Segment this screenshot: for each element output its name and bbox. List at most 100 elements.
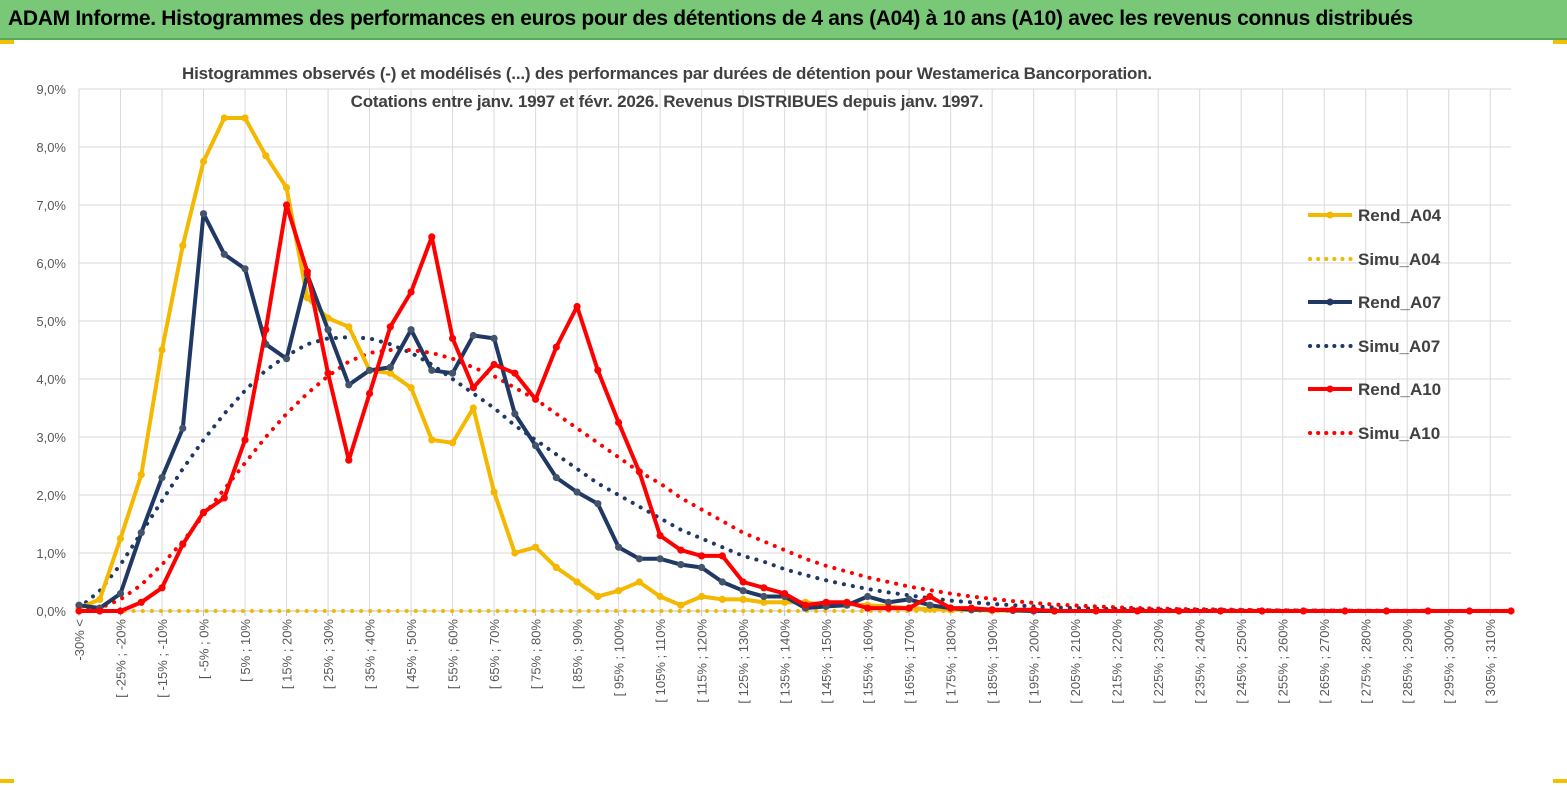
point-rend-a04	[594, 592, 602, 601]
point-rend-a10	[199, 508, 208, 516]
point-rend-a10	[656, 532, 664, 540]
point-rend-a04	[448, 439, 457, 447]
legend-item-simu-a07: Simu_A07	[1308, 333, 1508, 377]
point-rend-a10	[262, 326, 270, 334]
point-rend-a10	[96, 607, 104, 615]
legend-swatch-rend-a07	[1308, 298, 1352, 306]
point-rend-a10	[864, 604, 872, 612]
x-tick-label: [ -25% ; -20%	[114, 619, 129, 698]
legend-label-simu-a07: Simu_A07	[1358, 336, 1441, 356]
point-rend-a10	[677, 546, 685, 554]
point-rend-a10	[220, 494, 228, 502]
x-tick-label: [ 105% ; 110%	[653, 619, 668, 703]
point-rend-a10	[1133, 607, 1142, 615]
x-tick-label: [ 35% ; 40%	[363, 619, 378, 690]
x-tick-label: [ 185% ; 190%	[985, 619, 1000, 704]
legend-label-simu-a10: Simu_A10	[1358, 423, 1441, 443]
point-rend-a07	[511, 410, 519, 418]
x-tick-label: [ 175% ; 180%	[944, 619, 959, 704]
point-rend-a10	[967, 604, 976, 612]
point-rend-a10	[386, 323, 394, 331]
point-rend-a10	[905, 604, 913, 612]
x-tick-label: [ 5% ; 10%	[238, 619, 253, 682]
point-rend-a07	[469, 331, 477, 340]
point-rend-a07	[864, 592, 872, 601]
x-tick-label: [ 45% ; 50%	[404, 619, 419, 690]
point-rend-a07	[345, 381, 353, 389]
x-tick-label: [ 215% ; 220%	[1110, 619, 1125, 704]
point-rend-a10	[698, 552, 706, 560]
point-rend-a04	[781, 598, 789, 606]
x-tick-label: [ 65% ; 70%	[487, 619, 502, 690]
point-rend-a04	[137, 471, 145, 479]
series-rend-a10	[79, 203, 1511, 613]
y-tick-label: 9,0%	[36, 82, 66, 97]
y-tick-label: 1,0%	[36, 546, 66, 561]
corner-mark-bottom-right	[1553, 779, 1567, 783]
point-rend-a04	[199, 157, 208, 166]
point-rend-a10	[1050, 607, 1059, 615]
point-rend-a07	[594, 500, 602, 508]
point-rend-a07	[656, 555, 664, 563]
x-tick-label: [ 155% ; 160%	[861, 619, 876, 704]
x-tick-label: [ 305% ; 310%	[1483, 619, 1498, 704]
point-rend-a10	[303, 268, 311, 276]
corner-mark-bottom-left	[0, 779, 14, 783]
x-tick-label: [ 295% ; 300%	[1442, 619, 1457, 704]
point-rend-a07	[428, 366, 436, 374]
point-rend-a07	[241, 265, 249, 273]
point-rend-a07	[552, 474, 560, 482]
y-tick-label: 2,0%	[36, 488, 66, 503]
point-rend-a04	[96, 595, 104, 604]
x-tick-label: [ -5% ; 0%	[197, 619, 212, 679]
x-tick-label: [ 115% ; 120%	[695, 619, 710, 703]
point-rend-a04	[158, 346, 166, 354]
y-tick-label: 6,0%	[36, 256, 66, 271]
series-simu-a10	[77, 348, 1513, 613]
x-tick-label: [ 15% ; 20%	[280, 619, 295, 690]
legend-swatch-rend-a04	[1308, 211, 1352, 219]
x-tick-label: -30% <	[72, 619, 87, 661]
point-rend-a10	[345, 456, 353, 464]
point-rend-a10	[1341, 607, 1349, 615]
point-rend-a04	[262, 152, 270, 160]
point-rend-a07	[282, 355, 291, 363]
x-tick-label: [ 75% ; 80%	[529, 619, 544, 690]
point-rend-a10	[947, 604, 955, 612]
point-rend-a10	[116, 607, 125, 615]
point-rend-a10	[781, 590, 789, 598]
x-tick-label: [ 275% ; 280%	[1359, 619, 1374, 704]
x-tick-label: [ 125% ; 130%	[736, 619, 751, 704]
point-rend-a04	[345, 323, 353, 331]
axis-layer: 0,0% 1,0% 2,0% 3,0% 4,0% 5,0% 6,0% 7,0% 8,0% 9,0%…	[36, 82, 1511, 704]
point-rend-a07	[137, 529, 145, 537]
point-rend-a04	[531, 543, 540, 551]
x-tick-label: [ 225% ; 230%	[1151, 619, 1166, 704]
point-rend-a10	[282, 201, 291, 209]
point-rend-a10	[179, 540, 187, 548]
point-rend-a10	[1009, 606, 1017, 614]
point-rend-a04	[760, 598, 768, 606]
point-rend-a10	[573, 302, 581, 311]
point-rend-a07	[614, 543, 623, 551]
point-rend-a07	[926, 601, 934, 609]
point-rend-a07	[407, 326, 415, 334]
legend-label-simu-a04: Simu_A04	[1358, 249, 1441, 269]
point-rend-a10	[1030, 606, 1038, 614]
point-rend-a10	[594, 366, 602, 374]
point-rend-a07	[905, 595, 913, 604]
point-rend-a04	[407, 384, 415, 392]
x-tick-label: [ -15% ; -10%	[155, 619, 170, 698]
point-rend-a10	[1175, 607, 1183, 615]
point-rend-a07	[739, 587, 747, 595]
point-rend-a10	[490, 360, 498, 369]
point-rend-a07	[365, 366, 374, 374]
x-tick-label: [ 135% ; 140%	[778, 619, 793, 704]
legend-swatch-simu-a04	[1308, 256, 1354, 261]
y-tick-label: 3,0%	[36, 430, 66, 445]
point-rend-a10	[1216, 607, 1225, 615]
point-rend-a10	[469, 384, 477, 392]
point-rend-a10	[158, 584, 166, 592]
chart-title-line1: Histogrammes observés (-) et modélisés (…	[182, 64, 1152, 83]
point-rend-a10	[137, 598, 145, 606]
